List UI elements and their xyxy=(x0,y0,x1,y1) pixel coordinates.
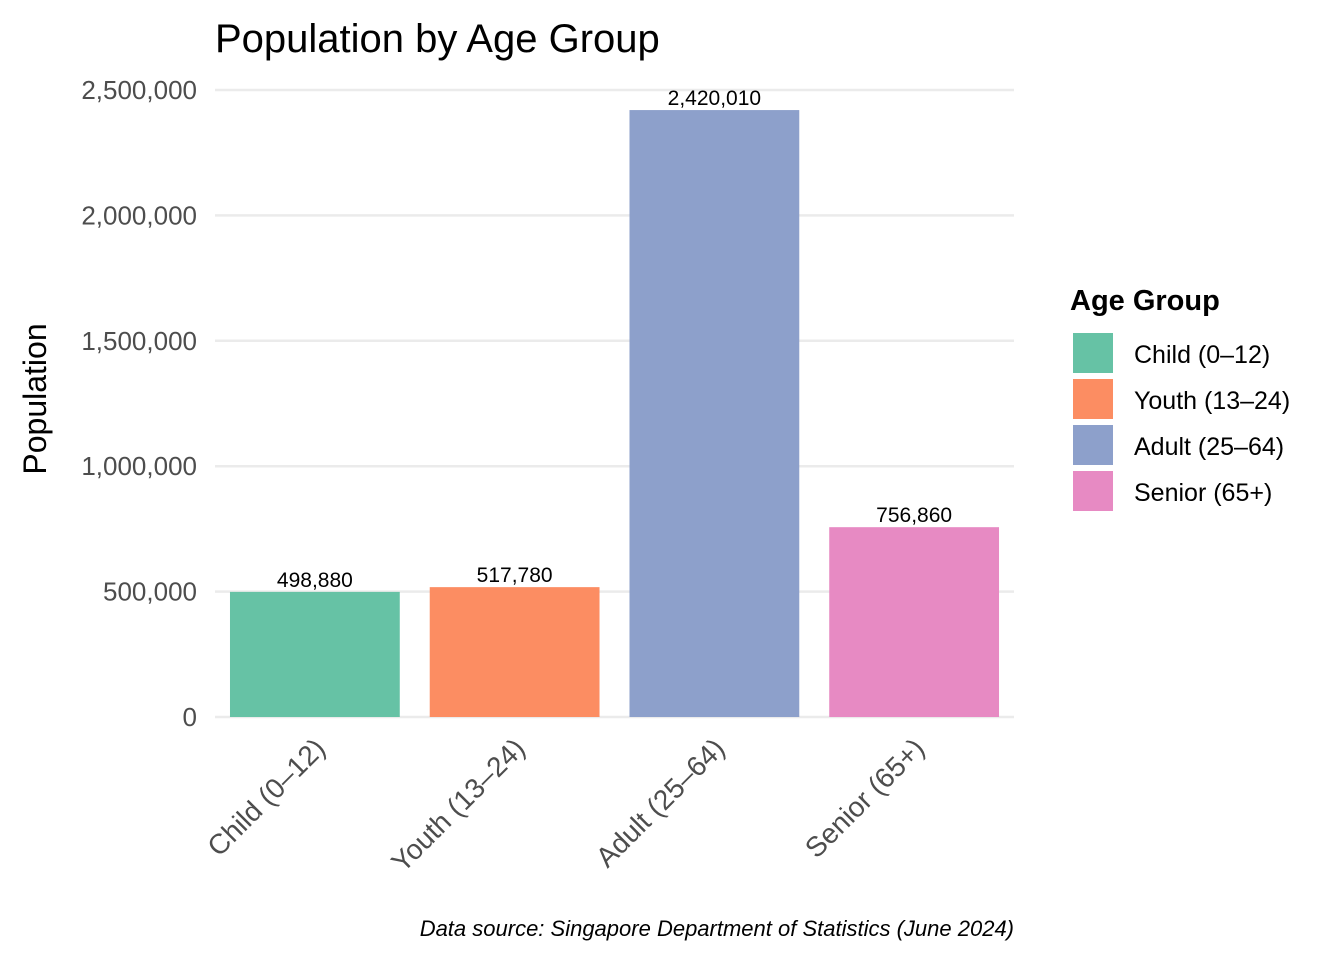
data-label-adult-25-64: 2,420,010 xyxy=(668,87,761,110)
x-tick-label-senior-65: Senior (65+) xyxy=(799,732,930,863)
legend: Age Group Child (0–12) Youth (13–24) Adult… xyxy=(1070,285,1290,511)
y-tick-label-0: 0 xyxy=(183,702,197,732)
chart-title: Population by Age Group xyxy=(215,17,660,61)
bar-youth-13-24 xyxy=(429,587,600,717)
legend-swatch-youth-13-24 xyxy=(1073,379,1113,419)
y-tick-label-1500000: 1,500,000 xyxy=(81,326,197,356)
y-axis-ticks: 0 500,000 1,000,000 1,500,000 2,000,000 2,500… xyxy=(81,75,197,732)
bar-child-0-12 xyxy=(229,591,400,717)
x-tick-label-child-0-12: Child (0–12) xyxy=(201,732,331,862)
x-axis-ticks: Child (0–12) Youth (13–24) Adult (25–64) Se… xyxy=(201,732,930,878)
y-tick-label-500000: 500,000 xyxy=(103,577,197,607)
y-axis-label: Population xyxy=(17,323,53,474)
legend-title: Age Group xyxy=(1070,285,1220,317)
legend-label-senior-65: Senior (65+) xyxy=(1134,479,1272,507)
data-labels: 498,880 517,780 2,420,010 756,860 xyxy=(277,87,952,592)
y-tick-label-1000000: 1,000,000 xyxy=(81,451,197,481)
y-tick-label-2000000: 2,000,000 xyxy=(81,200,197,230)
legend-label-child-0-12: Child (0–12) xyxy=(1134,341,1270,369)
legend-label-youth-13-24: Youth (13–24) xyxy=(1134,387,1290,415)
legend-swatch-senior-65 xyxy=(1073,471,1113,511)
chart-caption: Data source: Singapore Department of Sta… xyxy=(420,916,1014,941)
bar-adult-25-64 xyxy=(629,110,800,717)
data-label-youth-13-24: 517,780 xyxy=(477,564,553,587)
x-tick-label-adult-25-64: Adult (25–64) xyxy=(590,732,731,873)
data-label-senior-65: 756,860 xyxy=(876,504,952,527)
data-label-child-0-12: 498,880 xyxy=(277,569,353,592)
y-tick-label-2500000: 2,500,000 xyxy=(81,75,197,105)
bars xyxy=(229,110,1000,717)
legend-swatch-child-0-12 xyxy=(1073,333,1113,373)
legend-swatch-adult-25-64 xyxy=(1073,425,1113,465)
legend-label-adult-25-64: Adult (25–64) xyxy=(1134,433,1284,461)
x-tick-label-youth-13-24: Youth (13–24) xyxy=(385,732,531,878)
bar-senior-65 xyxy=(829,527,1000,717)
